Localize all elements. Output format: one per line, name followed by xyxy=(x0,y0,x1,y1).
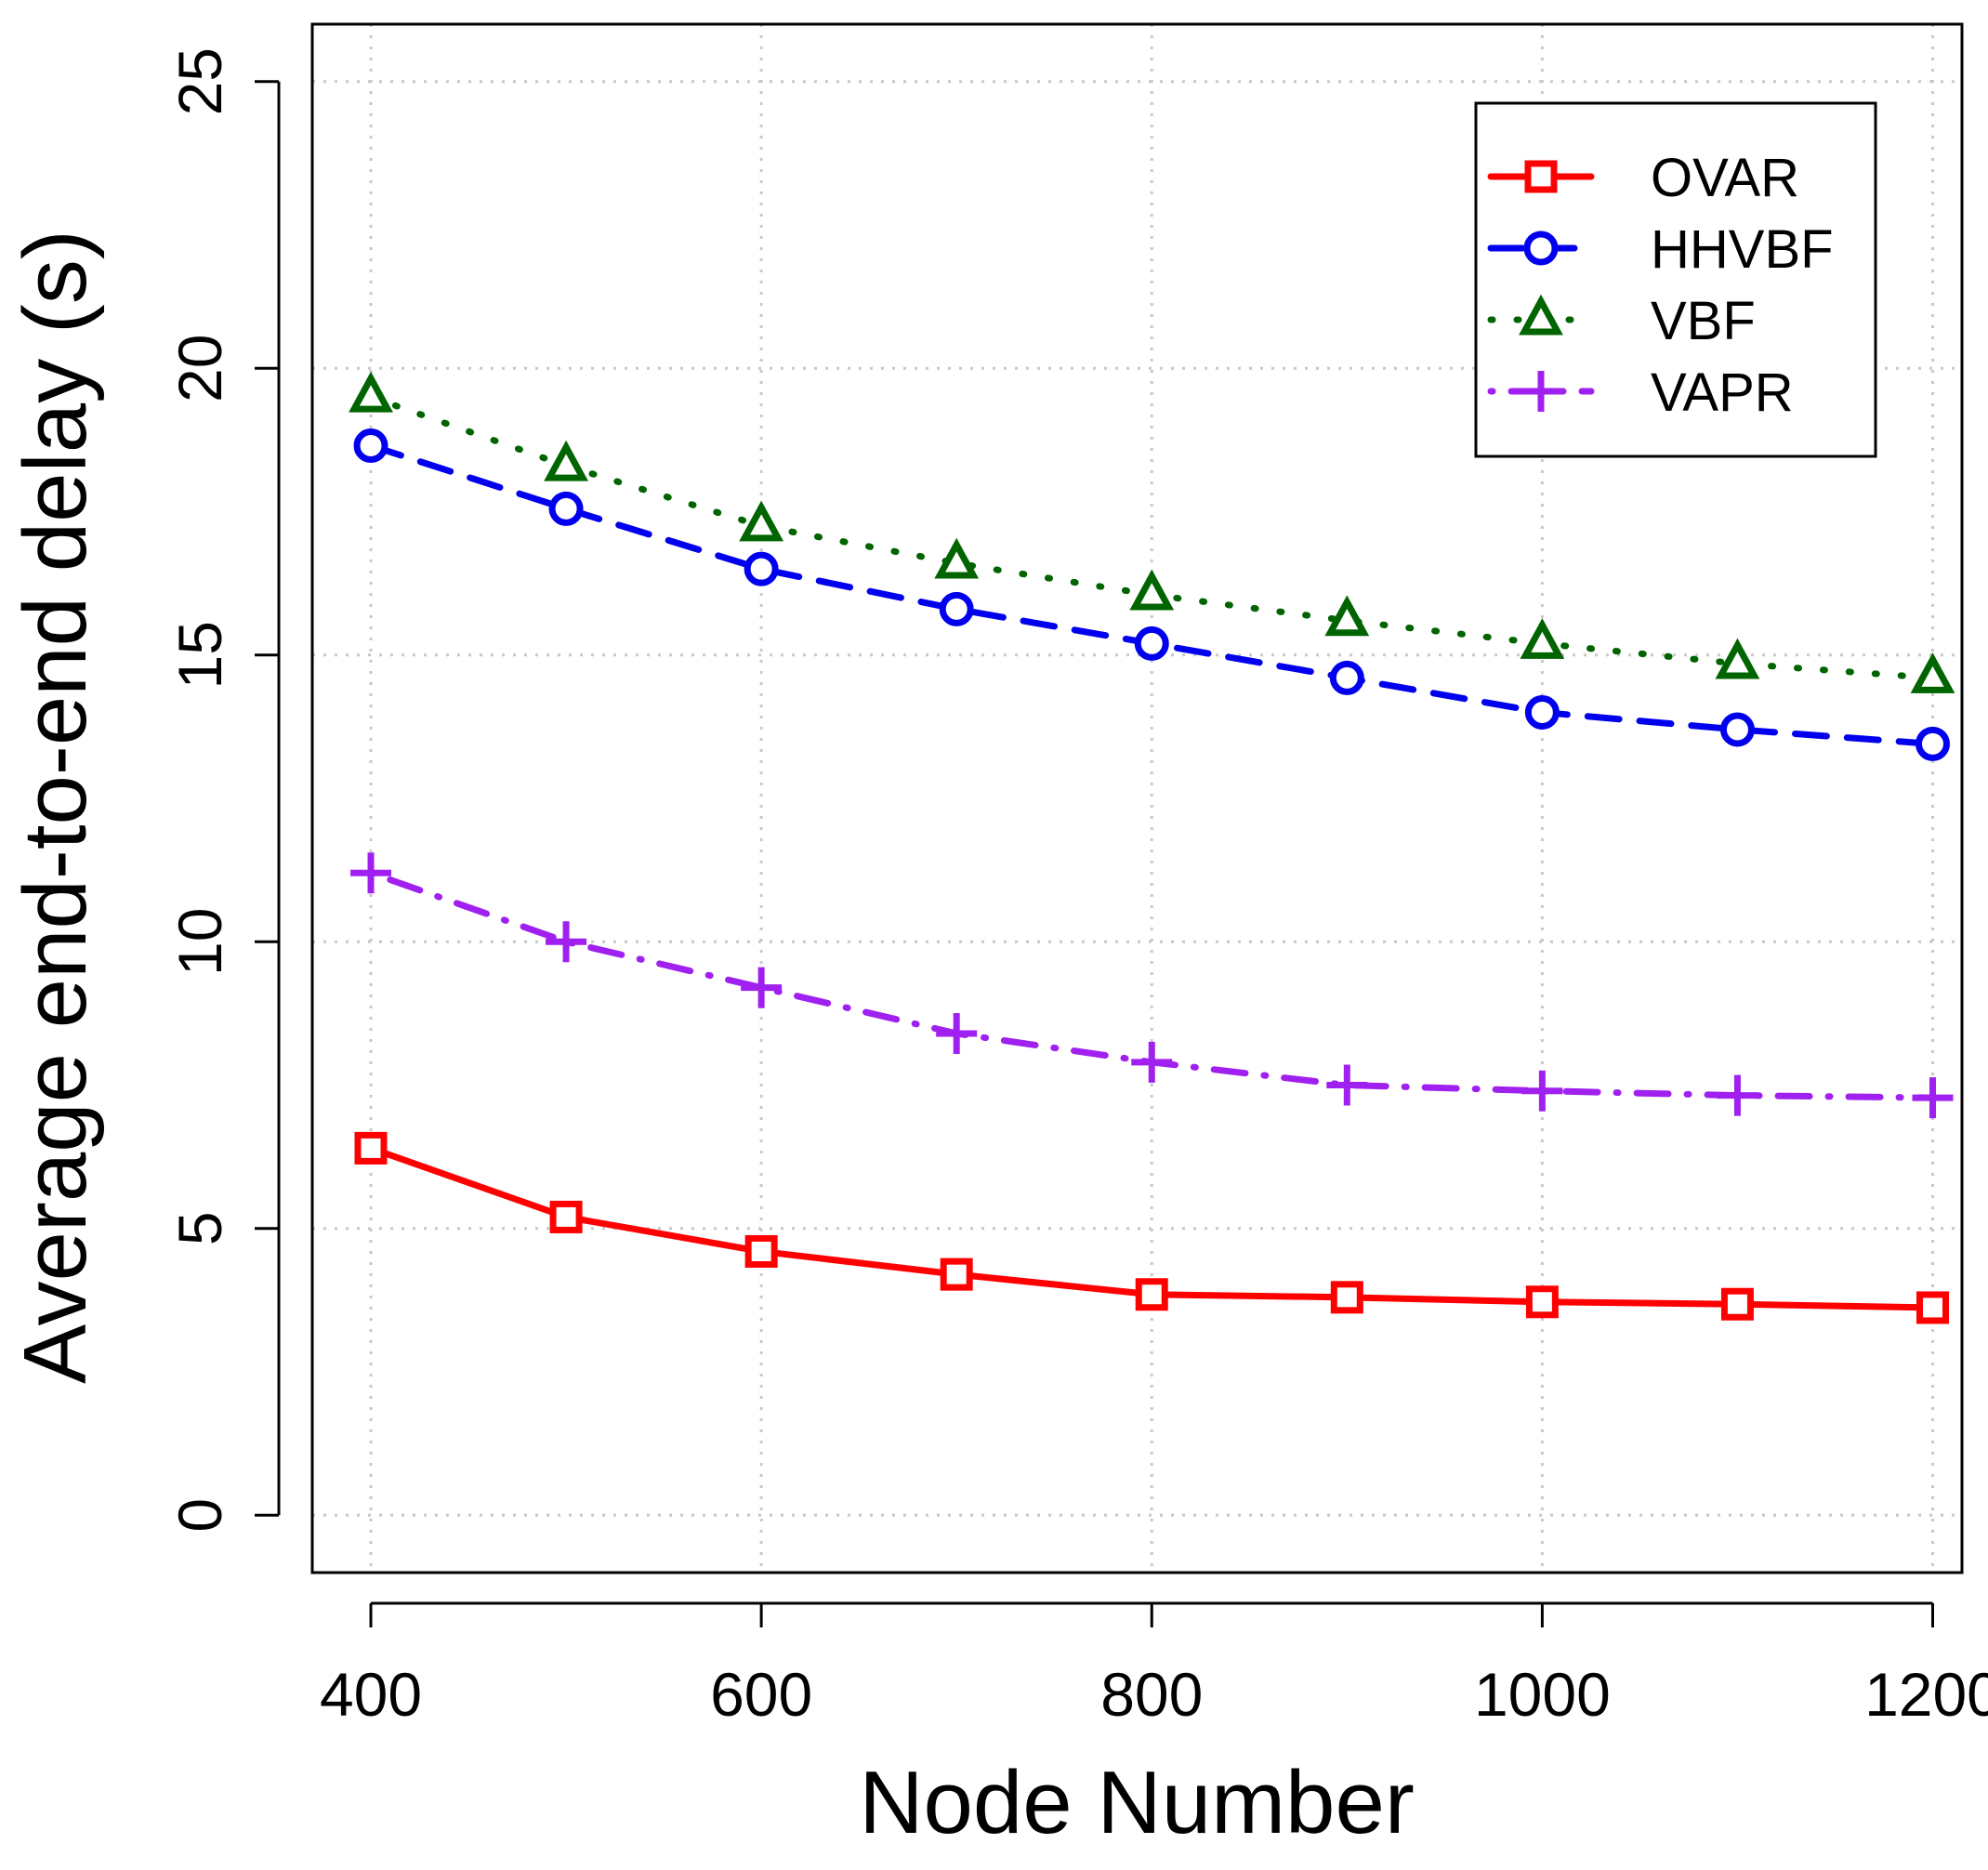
y-tick-label: 25 xyxy=(165,47,234,115)
data-point-ovar xyxy=(354,1131,388,1165)
legend: OVAR HHVBF VBF VAPR xyxy=(1474,101,1877,458)
data-point-vbf xyxy=(739,500,784,542)
data-point-hhvbf xyxy=(1329,660,1364,695)
data-point-vapr xyxy=(350,852,392,894)
legend-label-ovar: OVAR xyxy=(1651,148,1799,208)
data-point-vapr xyxy=(936,1012,978,1054)
y-tick-label: 0 xyxy=(165,1498,234,1533)
data-point-vbf xyxy=(934,537,980,579)
y-axis: 0 5 10 15 20 25 xyxy=(165,47,281,1533)
x-tick-label: 1000 xyxy=(1474,1660,1611,1729)
data-point-ovar xyxy=(1135,1278,1168,1311)
y-tick-label: 20 xyxy=(165,335,234,402)
legend-label-hhvbf: HHVBF xyxy=(1651,219,1834,280)
data-point-ovar xyxy=(940,1258,973,1291)
series-ovar xyxy=(354,1131,1949,1324)
data-point-vapr xyxy=(1912,1077,1954,1119)
plot-frame xyxy=(310,22,1964,1574)
data-point-ovar xyxy=(549,1200,583,1233)
x-tick-label: 800 xyxy=(1100,1660,1203,1729)
data-point-vapr xyxy=(546,921,587,963)
data-point-vapr xyxy=(741,967,783,1008)
data-point-vbf xyxy=(1715,638,1760,679)
data-point-vbf xyxy=(1910,652,1955,693)
data-point-vapr xyxy=(1521,1070,1563,1112)
data-point-ovar xyxy=(1916,1291,1949,1324)
data-point-hhvbf xyxy=(1915,726,1950,761)
data-point-hhvbf xyxy=(1524,694,1560,730)
data-point-hhvbf xyxy=(744,551,779,586)
x-tick-label: 1200 xyxy=(1864,1660,1988,1729)
legend-marker-vapr xyxy=(1521,371,1561,412)
data-point-ovar xyxy=(744,1234,778,1268)
x-axis-label: Node Number xyxy=(859,1753,1415,1852)
data-point-ovar xyxy=(1330,1281,1363,1314)
y-axis-label: Average end-to-end delay (s) xyxy=(6,230,105,1384)
data-point-hhvbf xyxy=(353,428,388,464)
legend-marker-vbf xyxy=(1519,294,1563,336)
data-point-ovar xyxy=(1720,1287,1754,1321)
data-point-vbf xyxy=(1520,618,1565,659)
data-point-ovar xyxy=(1525,1285,1559,1319)
data-point-vapr xyxy=(1131,1041,1173,1083)
y-tick-label: 10 xyxy=(165,908,234,976)
series-vbf xyxy=(349,371,1955,693)
x-axis: 400 600 800 1000 1200 xyxy=(320,1601,1988,1729)
legend-label-vbf: VBF xyxy=(1651,291,1756,351)
data-point-vbf xyxy=(544,440,588,481)
data-point-vbf xyxy=(349,371,393,413)
series-vapr xyxy=(350,852,1954,1119)
data-point-hhvbf xyxy=(1719,712,1755,747)
series-hhvbf xyxy=(353,428,1950,761)
data-point-hhvbf xyxy=(939,591,974,626)
series-layer xyxy=(349,371,1955,1324)
y-tick-label: 5 xyxy=(165,1211,234,1245)
data-point-vapr xyxy=(1326,1064,1368,1106)
legend-label-vapr: VAPR xyxy=(1651,362,1794,423)
data-point-vapr xyxy=(1717,1074,1758,1116)
data-point-hhvbf xyxy=(548,491,584,526)
legend-marker-ovar xyxy=(1524,160,1558,193)
x-tick-label: 600 xyxy=(710,1660,812,1729)
data-point-vbf xyxy=(1324,595,1370,637)
x-tick-label: 400 xyxy=(320,1660,422,1729)
data-point-vbf xyxy=(1129,569,1175,611)
data-point-hhvbf xyxy=(1134,626,1169,661)
y-tick-label: 15 xyxy=(165,621,234,689)
legend-marker-hhvbf xyxy=(1523,230,1559,266)
